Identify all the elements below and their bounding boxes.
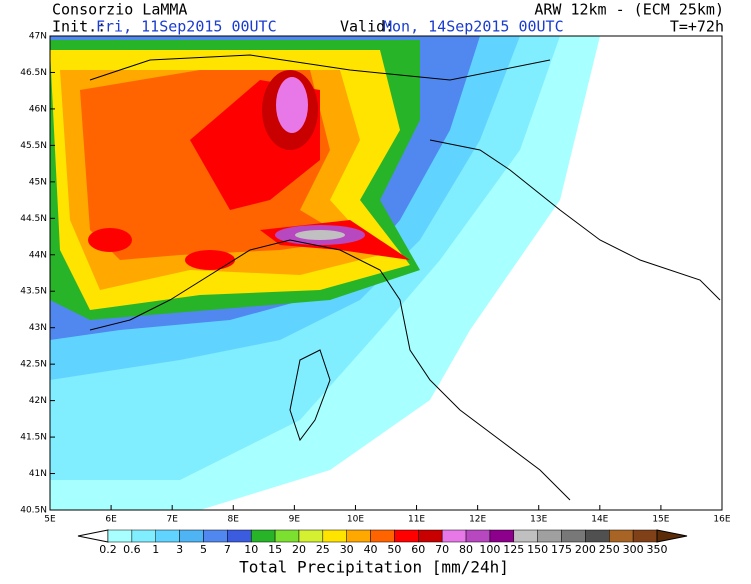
colorbar-cell [418,529,443,543]
colorbar-label: 7 [224,543,231,556]
colorbar-label: 350 [647,543,668,556]
colorbar-label: 50 [387,543,401,556]
lat-label: 45N [29,177,47,187]
colorbar-label: 250 [599,543,620,556]
lat-label: 42.5N [20,360,47,370]
colorbar-cell [489,529,515,543]
colorbar-label: 70 [435,543,449,556]
lead-time: T=+72h [670,18,724,36]
lat-label: 41.5N [20,433,47,443]
colorbar-cell [250,529,276,543]
colorbar-label: 15 [268,543,282,556]
colorbar-label: 20 [292,543,306,556]
lat-label: 47N [29,32,47,42]
colorbar-cell [179,529,204,543]
lon-label: 16E [713,515,730,525]
colorbar-cell [561,529,586,543]
colorbar-label: 5 [200,543,207,556]
colorbar-cell [513,529,538,543]
lon-label: 9E [289,515,301,525]
lon-label: 7E [166,515,178,525]
colorbar-cell [632,529,658,543]
map-frame [49,35,723,511]
colorbar-label: 300 [623,543,644,556]
init-value: Fri, 11Sep2015 00UTC [96,18,277,36]
colorbar-cell [346,529,371,543]
lat-label: 44N [29,250,47,260]
colorbar-cell [322,529,347,543]
lat-label: 46.5N [20,68,47,78]
colorbar-cell [370,529,395,543]
colorbar-arrow [77,529,109,543]
colorbar-label: 3 [176,543,183,556]
lon-label: 6E [105,515,117,525]
valid-label: Valid: [340,18,394,36]
lat-label: 41N [29,469,47,479]
colorbar-arrow [656,529,688,543]
colorbar-cell [107,529,133,543]
lon-label: 15E [652,515,669,525]
colorbar-cell [465,529,491,543]
colorbar-cell [298,529,324,543]
colorbar-label: 175 [551,543,572,556]
lat-label: 43.5N [20,287,47,297]
colorbar-label: 40 [364,543,378,556]
colorbar-cell [155,529,180,543]
lon-label: 11E [408,515,425,525]
source-title: Consorzio LaMMA [52,1,187,19]
lat-label: 46N [29,104,47,114]
colorbar-cell [537,529,562,543]
lat-label: 40.5N [20,506,47,516]
colorbar-label: 10 [244,543,258,556]
lon-label: 12E [469,515,486,525]
colorbar-label: 0.6 [123,543,141,556]
colorbar-cell [441,529,467,543]
colorbar-cell [274,529,300,543]
lat-label: 45.5N [20,141,47,151]
init-label: Init.: [52,18,106,36]
precip-field [50,36,722,510]
valid-value: Mon, 14Sep2015 00UTC [383,18,564,36]
lon-label: 5E [44,515,56,525]
lon-label: 8E [228,515,240,525]
legend-title: Total Precipitation [mm/24h] [239,558,509,577]
colorbar-cell [585,529,610,543]
lon-label: 14E [591,515,608,525]
colorbar-cell [227,529,252,543]
colorbar-label: 1 [152,543,159,556]
colorbar-cell [394,529,419,543]
colorbar-label: 30 [340,543,354,556]
colorbar-label: 60 [411,543,425,556]
lon-label: 10E [347,515,364,525]
colorbar-cell [609,529,634,543]
colorbar-label: 0.2 [99,543,117,556]
coastlines [89,54,721,501]
lon-label: 13E [530,515,547,525]
colorbar-cell [131,529,156,543]
model-title: ARW 12km - (ECM 25km) [534,1,724,19]
lat-label: 44.5N [20,214,47,224]
colorbar-label: 150 [527,543,548,556]
colorbar-label: 25 [316,543,330,556]
colorbar-label: 80 [459,543,473,556]
lat-label: 42N [29,396,47,406]
colorbar-label: 100 [479,543,500,556]
colorbar-label: 200 [575,543,596,556]
colorbar-cell [203,529,228,543]
lat-label: 43N [29,323,47,333]
colorbar-label: 125 [503,543,524,556]
